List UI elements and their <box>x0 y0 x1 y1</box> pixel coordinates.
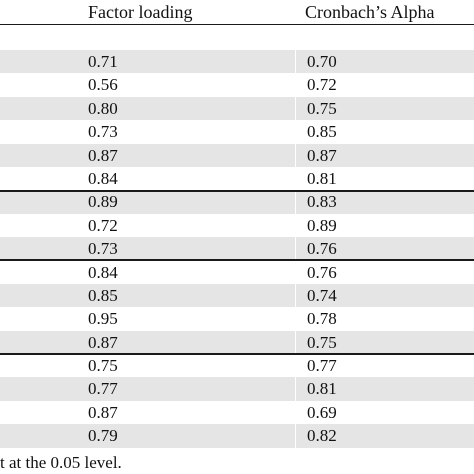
column-header-cronbach-alpha: Cronbach’s Alpha <box>305 2 435 22</box>
cell-divider <box>295 50 296 74</box>
factor-loading-value: 0.56 <box>88 75 118 95</box>
cell-divider <box>295 377 296 401</box>
factor-loading-value: 0.84 <box>88 168 118 188</box>
group-divider-1 <box>0 190 474 192</box>
cell-divider <box>295 307 296 330</box>
table-row: 0.79 0.82 <box>0 424 474 448</box>
cell-divider <box>295 167 296 190</box>
factor-loading-value: 0.89 <box>88 192 118 212</box>
cell-divider <box>295 354 296 377</box>
cronbach-alpha-value: 0.78 <box>307 309 337 329</box>
table-body: 0.71 0.70 0.56 0.72 0.80 0.75 0.73 0.85 0.87 0.87… <box>0 50 474 448</box>
cronbach-alpha-value: 0.75 <box>307 98 337 118</box>
factor-loading-value: 0.80 <box>88 98 118 118</box>
cell-divider <box>295 261 296 284</box>
table-row: 0.84 0.76 <box>0 261 474 284</box>
cronbach-alpha-value: 0.85 <box>307 122 337 142</box>
table-footnote: t at the 0.05 level. <box>0 453 122 472</box>
factor-loading-value: 0.87 <box>88 332 118 352</box>
group-divider-3 <box>0 353 474 355</box>
cronbach-alpha-value: 0.87 <box>307 145 337 165</box>
factor-loading-value: 0.71 <box>88 52 118 71</box>
factor-loading-value: 0.95 <box>88 309 118 329</box>
table-row: 0.71 0.70 <box>0 50 474 74</box>
table-row: 0.72 0.89 <box>0 214 474 237</box>
factor-loading-value: 0.85 <box>88 285 118 305</box>
table-row: 0.89 0.83 <box>0 190 474 214</box>
table-row: 0.56 0.72 <box>0 73 474 96</box>
cell-divider <box>295 120 296 143</box>
table-row: 0.75 0.77 <box>0 354 474 377</box>
table-row: 0.87 0.69 <box>0 401 474 424</box>
group-divider-2 <box>0 259 474 261</box>
factor-loading-value: 0.84 <box>88 262 118 282</box>
cronbach-alpha-value: 0.82 <box>307 426 337 446</box>
table-row: 0.87 0.75 <box>0 330 474 355</box>
cronbach-alpha-value: 0.72 <box>307 75 337 95</box>
cell-divider <box>295 214 296 237</box>
cronbach-alpha-value: 0.74 <box>307 285 337 305</box>
column-header-factor-loading: Factor loading <box>88 2 193 22</box>
cell-divider <box>295 143 296 167</box>
cronbach-alpha-value: 0.69 <box>307 402 337 422</box>
cronbach-alpha-value: 0.70 <box>307 52 337 71</box>
cell-divider <box>295 330 296 355</box>
cronbach-alpha-value: 0.76 <box>307 239 337 259</box>
factor-loading-value: 0.79 <box>88 426 118 446</box>
cronbach-alpha-value: 0.76 <box>307 262 337 282</box>
table-row: 0.80 0.75 <box>0 96 474 121</box>
table-row: 0.95 0.78 <box>0 307 474 330</box>
table-row: 0.84 0.81 <box>0 167 474 190</box>
table-row: 0.73 0.85 <box>0 120 474 143</box>
cell-divider <box>295 401 296 424</box>
cronbach-alpha-value: 0.77 <box>307 356 337 376</box>
factor-loading-value: 0.87 <box>88 402 118 422</box>
cell-divider <box>295 283 296 308</box>
cell-divider <box>295 190 296 214</box>
table-row: 0.77 0.81 <box>0 377 474 401</box>
cell-divider <box>295 96 296 121</box>
table-row: 0.73 0.76 <box>0 237 474 261</box>
header-rule <box>0 24 474 25</box>
factor-loading-value: 0.75 <box>88 356 118 376</box>
table-row: 0.87 0.87 <box>0 143 474 167</box>
cell-divider <box>295 73 296 96</box>
cell-divider <box>295 424 296 448</box>
cronbach-alpha-value: 0.81 <box>307 168 337 188</box>
factor-loading-value: 0.73 <box>88 239 118 259</box>
factor-loading-value: 0.73 <box>88 122 118 142</box>
cronbach-alpha-value: 0.81 <box>307 379 337 399</box>
cronbach-alpha-value: 0.89 <box>307 215 337 235</box>
factor-loading-value: 0.72 <box>88 215 118 235</box>
table-row: 0.85 0.74 <box>0 283 474 308</box>
factor-loading-value: 0.87 <box>88 145 118 165</box>
cell-divider <box>295 237 296 261</box>
cronbach-alpha-value: 0.83 <box>307 192 337 212</box>
cronbach-alpha-value: 0.75 <box>307 332 337 352</box>
factor-loading-value: 0.77 <box>88 379 118 399</box>
